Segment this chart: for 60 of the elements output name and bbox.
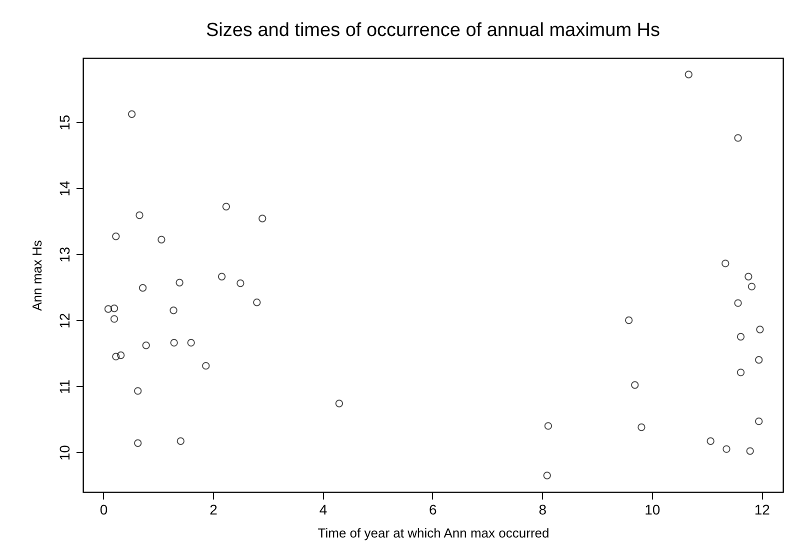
point	[222, 202, 230, 210]
y-tick-label: 11	[56, 379, 72, 394]
point	[335, 400, 344, 408]
x-axis-title: Time of year at which Ann max occurred	[318, 526, 550, 540]
x-tick-label: 8	[538, 502, 547, 518]
y-tick-label: 15	[56, 114, 72, 130]
point	[756, 326, 764, 334]
point	[736, 332, 745, 341]
point	[112, 352, 120, 360]
point	[218, 272, 226, 280]
point	[624, 316, 633, 324]
point	[128, 110, 136, 118]
point	[755, 356, 763, 364]
x-tick-label: 2	[210, 502, 218, 518]
y-tick-label: 14	[56, 180, 72, 196]
point	[543, 472, 551, 480]
point	[110, 304, 118, 312]
y-axis-title: Ann max Hs	[30, 240, 44, 311]
point	[110, 315, 118, 323]
point	[117, 351, 125, 360]
point	[176, 437, 185, 445]
point	[734, 299, 742, 307]
x-tick-label: 12	[754, 502, 770, 518]
point	[134, 439, 142, 447]
point	[722, 260, 730, 268]
chart-title: Sizes and times of occurrence of annual maximum Hs	[206, 20, 660, 41]
y-tick-label: 13	[56, 246, 72, 262]
point	[142, 342, 150, 350]
y-tick-label: 10	[56, 444, 72, 461]
point	[734, 134, 742, 142]
point	[755, 417, 763, 426]
point	[258, 214, 266, 222]
point	[748, 282, 756, 290]
point	[746, 447, 754, 455]
point	[170, 306, 178, 314]
x-tick-label: 10	[644, 502, 660, 518]
x-tick-label: 6	[429, 502, 438, 518]
point	[104, 305, 112, 313]
point	[202, 362, 210, 370]
point	[631, 381, 639, 389]
point	[176, 278, 184, 286]
point	[136, 211, 144, 220]
point	[158, 236, 166, 244]
point	[736, 368, 745, 376]
point	[112, 232, 120, 240]
point	[187, 338, 195, 347]
point	[253, 298, 261, 306]
point	[170, 338, 178, 347]
point	[638, 423, 646, 432]
point	[706, 437, 714, 445]
point	[236, 279, 244, 288]
point	[744, 272, 752, 280]
x-tick-label: 4	[319, 502, 328, 518]
point	[134, 387, 142, 395]
point	[544, 422, 552, 430]
y-tick-label: 12	[56, 312, 72, 329]
x-tick-label: 0	[100, 502, 108, 518]
point	[684, 70, 692, 78]
point	[138, 284, 147, 292]
point	[722, 445, 730, 453]
